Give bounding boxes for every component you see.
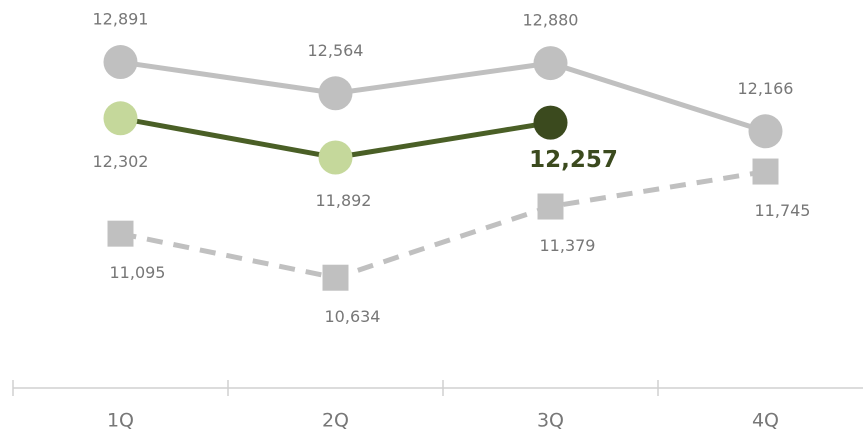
marker — [318, 140, 353, 175]
marker — [533, 105, 568, 140]
marker — [103, 101, 138, 136]
data-label: 11,379 — [540, 236, 596, 255]
data-label: 11,095 — [110, 263, 166, 282]
marker — [533, 46, 568, 81]
x-tick-label: 2Q — [322, 410, 349, 432]
data-label: 12,880 — [523, 11, 579, 30]
marker — [322, 264, 349, 291]
marker — [318, 76, 353, 111]
x-tick-label: 4Q — [752, 410, 779, 432]
marker — [537, 193, 564, 220]
series-line — [119, 169, 766, 281]
marker — [103, 45, 138, 80]
x-tick-label: 3Q — [537, 410, 564, 432]
data-label: 12,302 — [93, 152, 149, 171]
marker — [107, 220, 134, 247]
data-label: 12,564 — [308, 41, 364, 60]
marker — [748, 114, 783, 149]
data-label: 11,745 — [755, 201, 811, 220]
x-tick-label: 1Q — [107, 410, 134, 432]
series-line — [120, 59, 767, 134]
data-label: 12,257 — [529, 147, 618, 173]
data-label: 10,634 — [325, 307, 381, 326]
data-label: 12,166 — [738, 79, 794, 98]
marker — [752, 158, 779, 185]
data-label: 12,891 — [93, 10, 149, 29]
data-label: 11,892 — [316, 191, 372, 210]
